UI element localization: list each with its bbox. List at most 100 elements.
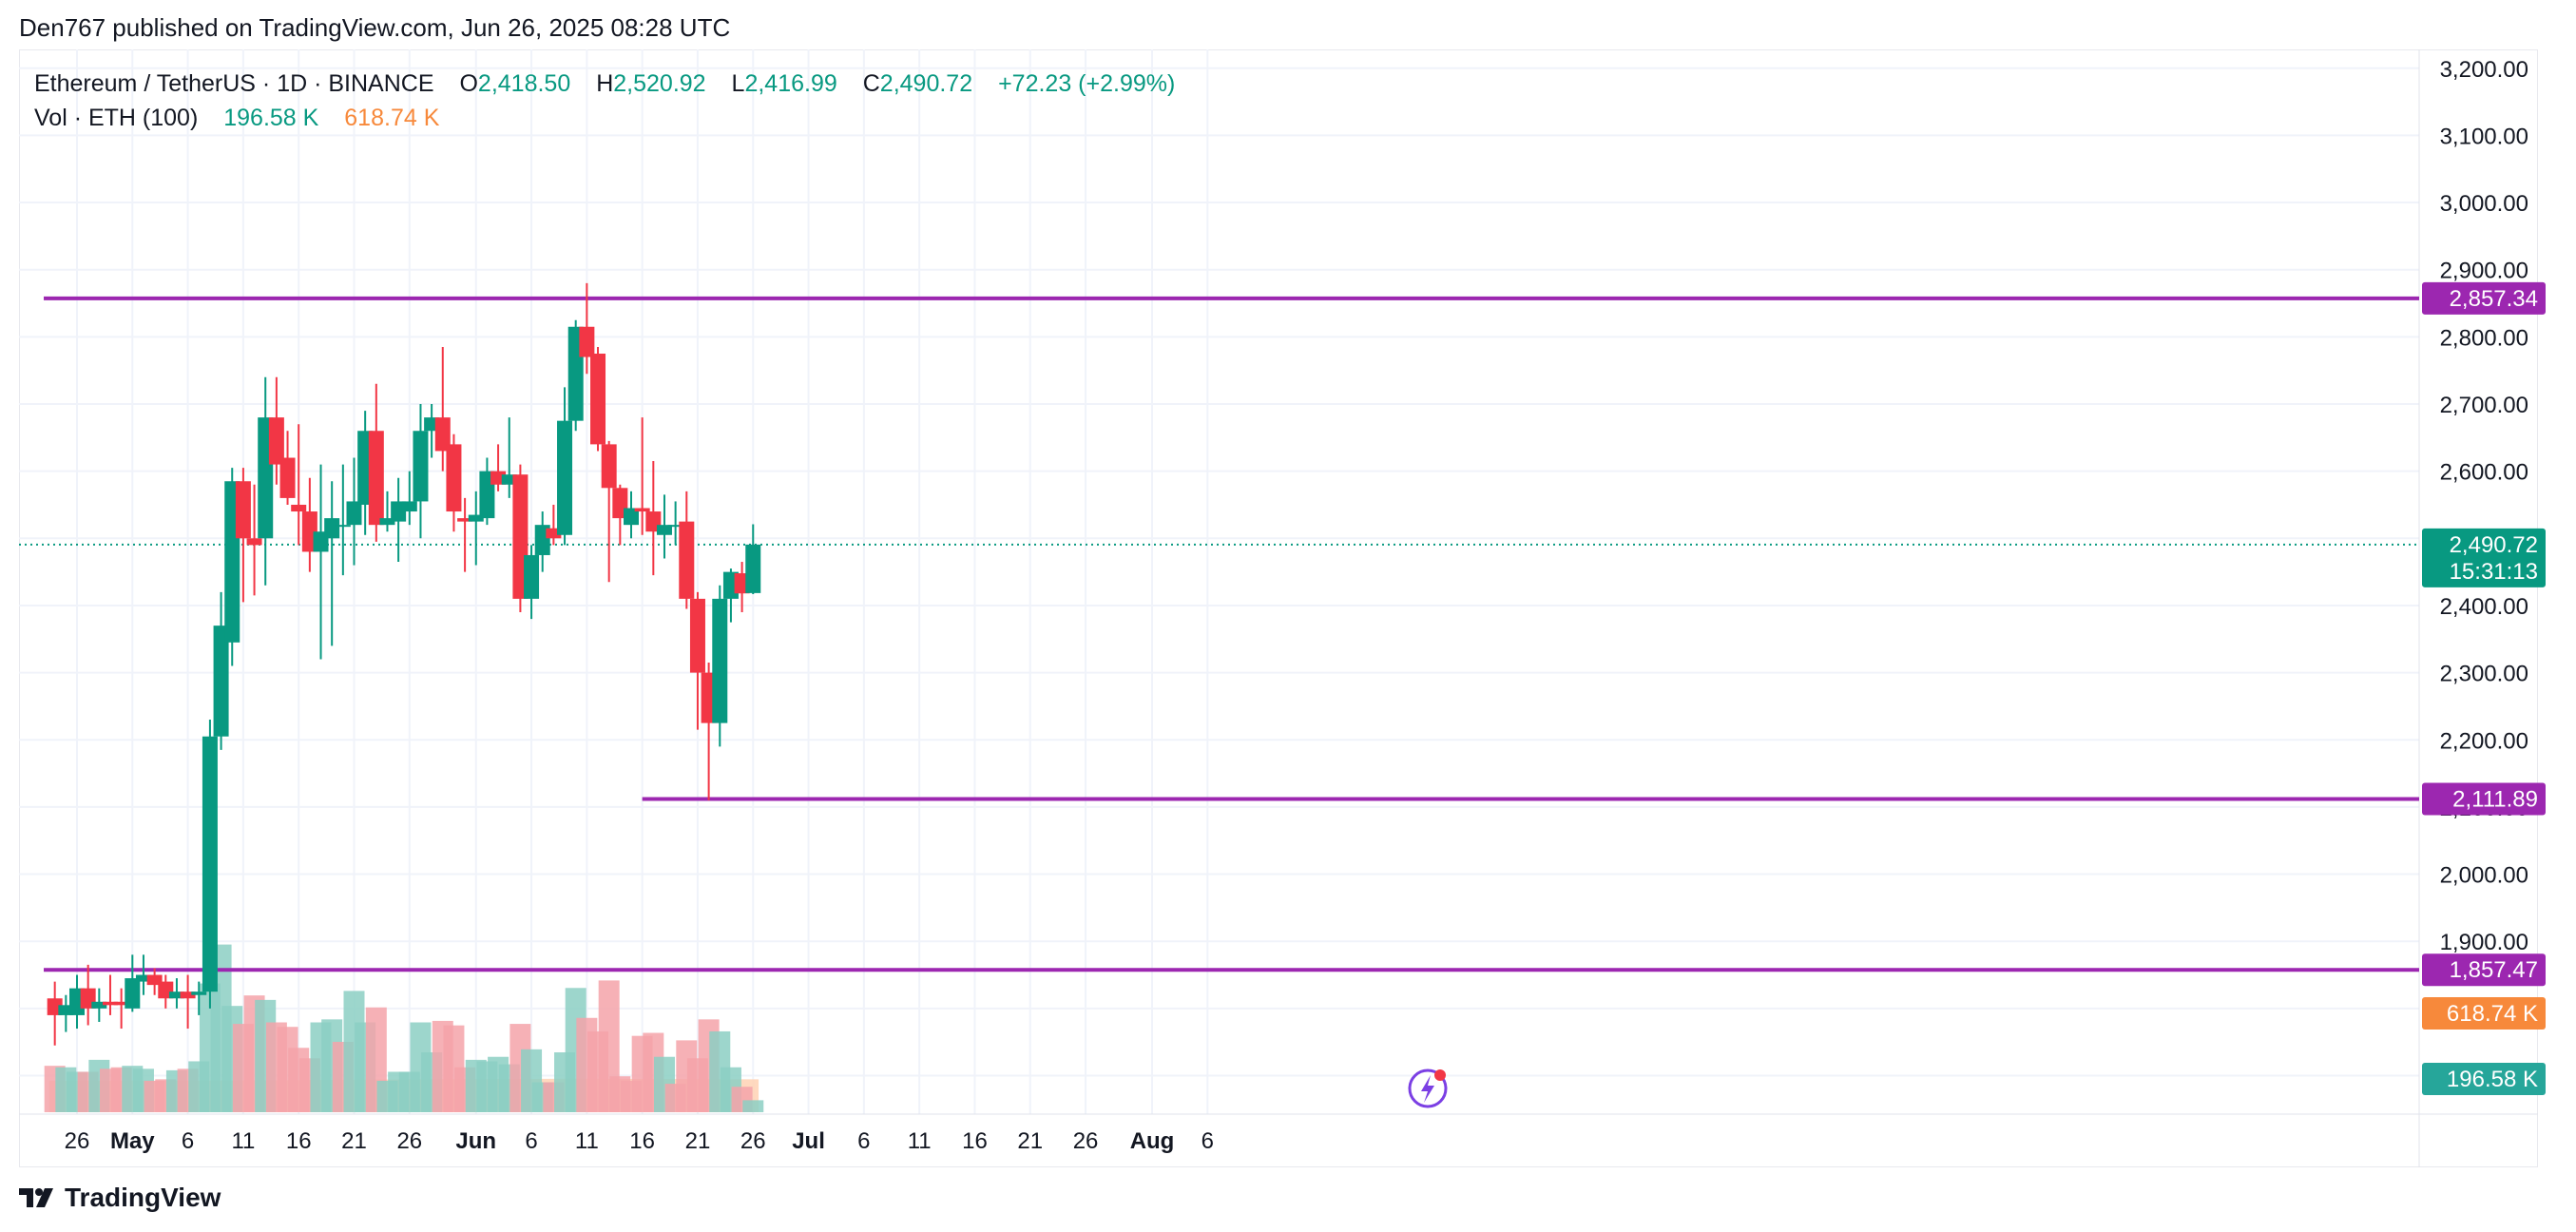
candle [656,494,672,559]
candle-body [146,974,163,986]
candle-body [457,518,473,522]
candle-body [125,978,141,1009]
price-tick-label: 2,400.00 [2440,594,2528,620]
candle-body [689,598,705,673]
candle [301,477,317,572]
candle-body [379,518,395,526]
price-tick-label: 3,000.00 [2440,191,2528,217]
candle-body [601,444,617,489]
time-tick-label: 16 [286,1128,312,1154]
ohlc-row: Ethereum / TetherUS · 1D · BINANCE O2,41… [34,67,1175,101]
candle [80,964,96,1026]
time-tick-label: 11 [908,1128,932,1154]
candle [712,585,728,747]
candle-body [634,508,650,512]
volume-value: 196.58 K [223,105,319,131]
volume-badge-text: 196.58 K [2447,1067,2538,1092]
level-badge-box [2422,953,2546,987]
candle [58,994,74,1032]
volume-badge: 196.58 K [2422,1063,2546,1095]
publish-info: Den767 published on TradingView.com, Jun… [19,13,731,42]
time-tick-label: 6 [182,1128,194,1154]
candle [501,417,517,498]
flash-icon[interactable] [1408,1068,1448,1108]
candle [279,431,296,505]
candle [391,477,407,563]
candle-body [213,626,229,737]
tradingview-logo-icon [19,1188,53,1207]
time-axis: 26 May 6 11 16 21 26 Jun 6 11 16 21 26 Jul 6 11 16 21 26 Au… [65,1128,1214,1154]
symbol-title[interactable]: Ethereum / TetherUS · 1D · BINANCE [34,70,434,97]
candle-body [745,544,761,593]
high-label: H [596,70,614,97]
candle [91,988,107,1022]
candle-body [712,598,728,723]
price-tick-label: 3,200.00 [2440,57,2528,83]
candle-body [446,444,462,512]
level-badge-text: 2,857.34 [2450,286,2538,312]
candle [557,387,573,546]
candle [634,417,650,535]
volume-ma-badge: 618.74 K [2422,997,2546,1030]
candle [191,981,207,1015]
candle-body [679,521,695,599]
candle [434,346,451,472]
candle-body [291,504,307,512]
candle [368,383,384,542]
candle [601,440,617,583]
volume-bar [742,1100,764,1112]
candle-body [180,991,196,999]
close-label: C [862,70,880,97]
candle [524,545,540,620]
candle [268,376,284,485]
candle-body [202,736,218,992]
candle [679,491,695,609]
candle [457,497,473,572]
last-price-badge-text: 2,490.72 [2450,532,2538,558]
candle-body [91,1001,107,1009]
level-badge: 2,111.89 [2422,782,2546,816]
candle-body [413,431,429,502]
time-tick-label: 16 [629,1128,655,1154]
candle [102,974,118,1015]
price-tick-label: 2,600.00 [2440,460,2528,486]
candle [546,504,562,546]
last-price-badge-box [2422,528,2546,587]
brand-name: TradingView [65,1183,221,1212]
time-tick-label: 26 [740,1128,766,1154]
candle [125,954,141,1012]
candle [168,978,184,1009]
price-tick-label: 2,000.00 [2440,863,2528,889]
volume-ma-value: 618.74 K [344,105,440,131]
time-tick-label: Jul [792,1128,825,1154]
candle-body [268,417,284,465]
low-label: L [731,70,745,97]
price-badges: 2,857.34 2,111.89 1,857.47 2,490.7215:31:13… [2422,281,2546,1095]
candle-body [546,528,562,539]
time-tick-label: 21 [685,1128,711,1154]
candle [346,457,362,566]
level-badge-box [2422,281,2546,315]
candle [468,491,484,566]
time-tick-label: May [110,1128,155,1154]
volume-label[interactable]: Vol · ETH (100) [34,105,199,131]
price-tick-label: 3,100.00 [2440,124,2528,149]
candle-body [235,481,251,539]
candle-body [102,1001,118,1006]
time-tick-label: 21 [1017,1128,1043,1154]
high-value: 2,520.92 [613,70,706,97]
candle [413,404,429,539]
time-tick-label: 11 [575,1128,599,1154]
time-tick-label: 6 [1201,1128,1214,1154]
candle [624,491,639,539]
level-badge-box [2422,782,2546,816]
time-tick-label: 21 [341,1128,367,1154]
volume-ma-badge-box [2422,997,2546,1030]
tradingview-logo[interactable]: TradingView [19,1183,221,1213]
time-tick-label: 26 [396,1128,422,1154]
time-tick-label: 6 [525,1128,537,1154]
candle [213,591,229,750]
price-tick-label: 2,800.00 [2440,325,2528,351]
